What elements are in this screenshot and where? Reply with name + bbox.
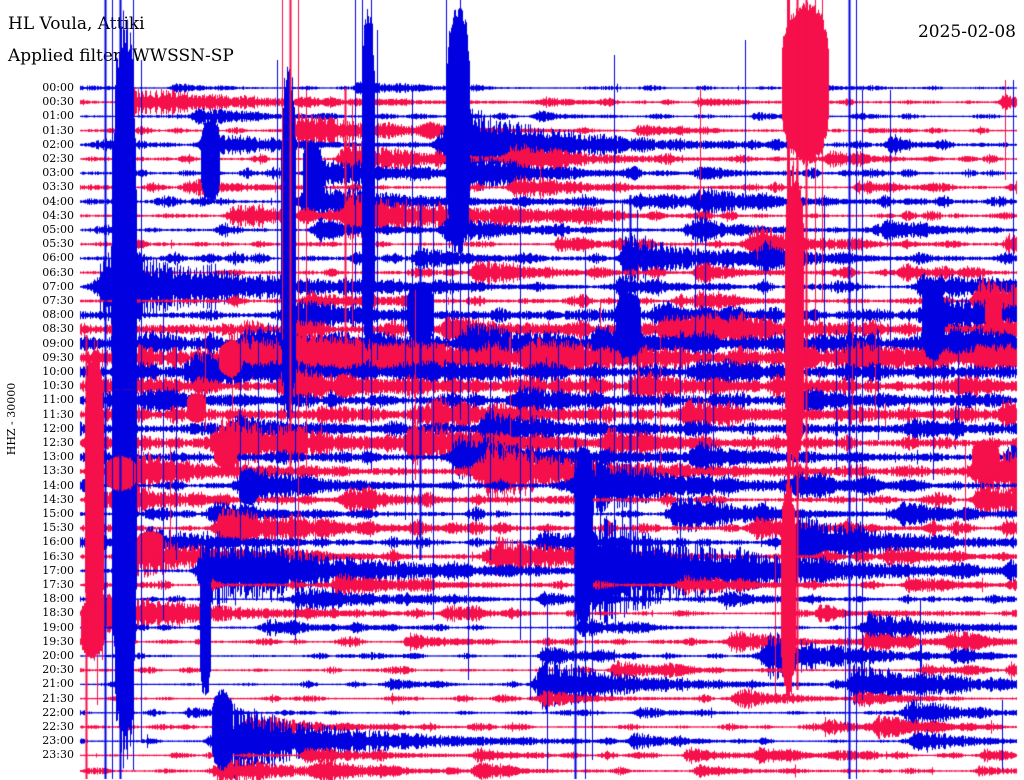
time-label: 22:00 <box>42 705 74 719</box>
time-label: 17:00 <box>42 563 74 577</box>
time-label: 16:00 <box>42 535 74 549</box>
time-label: 20:30 <box>42 663 74 677</box>
time-label: 05:00 <box>42 223 74 236</box>
time-label: 09:00 <box>42 336 74 350</box>
date-label: 2025-02-08 <box>917 22 1016 42</box>
time-label: 21:00 <box>42 677 74 691</box>
time-label: 07:00 <box>42 279 74 293</box>
time-label: 04:30 <box>42 208 74 222</box>
time-label: 15:30 <box>42 521 74 535</box>
time-label: 21:30 <box>42 691 74 705</box>
time-label: 11:30 <box>42 407 74 421</box>
time-label: 15:00 <box>42 507 74 520</box>
time-label: 08:30 <box>42 322 74 336</box>
time-label: 06:00 <box>42 251 74 265</box>
time-label: 04:00 <box>42 194 74 208</box>
time-label: 02:00 <box>42 137 74 151</box>
time-label: 06:30 <box>42 265 74 279</box>
filter-label: Applied filter: WWSSN-SP <box>8 46 234 66</box>
time-label: 02:30 <box>42 152 74 165</box>
time-label: 17:30 <box>42 578 74 591</box>
time-label: 14:00 <box>42 478 74 492</box>
time-label: 12:00 <box>42 421 74 435</box>
time-label: 01:30 <box>42 123 74 137</box>
time-label: 23:30 <box>42 748 74 762</box>
time-label: 11:00 <box>42 393 74 407</box>
time-label: 03:00 <box>42 166 74 180</box>
time-label: 14:30 <box>42 492 74 506</box>
time-label: 13:30 <box>42 464 74 478</box>
time-label: 23:00 <box>42 734 74 748</box>
time-label: 00:00 <box>42 81 74 94</box>
time-label: 20:00 <box>42 649 74 662</box>
time-label: 16:30 <box>42 549 74 563</box>
time-label: 00:30 <box>42 95 74 109</box>
time-label: 22:30 <box>42 720 74 733</box>
time-label: 09:30 <box>42 350 74 364</box>
time-label: 18:00 <box>42 592 74 606</box>
time-label: 05:30 <box>42 237 74 251</box>
time-label: 10:00 <box>42 365 74 378</box>
time-label: 13:00 <box>42 450 74 464</box>
time-label: 08:00 <box>42 308 74 322</box>
time-label: 19:00 <box>42 620 74 634</box>
time-label: 12:30 <box>42 436 74 449</box>
time-label: 10:30 <box>42 379 74 393</box>
time-label: 19:30 <box>42 634 74 648</box>
time-label: 07:30 <box>42 294 74 307</box>
time-label: 03:30 <box>42 180 74 194</box>
station-title: HL Voula, Attiki <box>8 14 145 34</box>
time-label: 18:30 <box>42 606 74 620</box>
time-label: 01:00 <box>42 109 74 123</box>
